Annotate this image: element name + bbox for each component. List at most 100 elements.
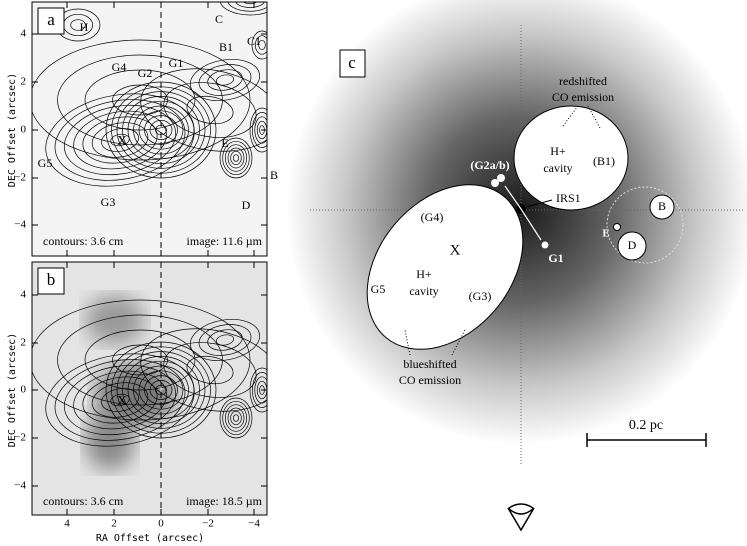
contour — [63, 105, 177, 175]
panel-label: c — [348, 53, 356, 72]
contour — [198, 64, 252, 96]
contour — [249, 107, 267, 153]
contour — [149, 120, 173, 140]
label: CO emission — [552, 90, 614, 104]
contour — [190, 319, 260, 361]
contour — [63, 365, 177, 435]
annotation: B1 — [219, 40, 233, 54]
annotation: C — [215, 12, 223, 26]
contour — [222, 400, 250, 436]
note: image: 11.6 µm — [187, 234, 263, 248]
contour — [45, 93, 195, 187]
y-tick-label: −4 — [14, 219, 26, 231]
annotation: G4 — [112, 60, 127, 74]
x-tick-label: 2 — [111, 518, 117, 530]
contour — [230, 150, 242, 166]
image-b — [85, 295, 175, 470]
contour — [82, 376, 158, 424]
label: cavity — [543, 161, 572, 175]
y-tick-label: −4 — [14, 480, 26, 492]
axis-ticks: 4 2 0 −2 −4 4 2 0 −2 −4 4 2 0 −2 −4 — [14, 2, 267, 530]
contour — [70, 19, 86, 31]
x-tick-label: −2 — [202, 518, 214, 530]
x-tick-label: 4 — [64, 518, 70, 530]
x-label: RA Offset (arcsec) — [96, 533, 204, 544]
y-tick-label: 4 — [21, 28, 27, 40]
label: (G4) — [421, 210, 444, 224]
contours-b — [32, 299, 267, 447]
contour — [54, 99, 186, 181]
annotation: C1 — [247, 34, 261, 48]
contour — [149, 380, 173, 400]
contour — [224, 404, 248, 432]
y-tick-label: 0 — [21, 124, 27, 136]
contour — [215, 334, 235, 346]
note: image: 18.5 µm — [186, 494, 263, 508]
label: E — [602, 228, 609, 240]
label: (G3) — [469, 289, 492, 303]
lower-cavity — [366, 184, 524, 350]
contour — [252, 112, 267, 148]
contour — [112, 344, 168, 376]
y-label: DEC Offset (arcsec) — [7, 73, 18, 187]
annotations: H C C1 B1 G4 G2 G1 X E G5 G3 D B — [38, 12, 278, 212]
annotation: G5 — [38, 156, 53, 170]
contour — [227, 407, 245, 429]
label: IRS1 — [556, 191, 581, 205]
label: redshifted — [559, 74, 607, 88]
y-tick-label: 2 — [21, 337, 27, 349]
contour — [222, 140, 250, 176]
note: contours: 3.6 cm — [43, 234, 124, 248]
contour — [116, 351, 206, 429]
y-tick-label: 2 — [21, 76, 27, 88]
label: X — [450, 242, 461, 258]
contour — [258, 39, 266, 51]
annotation: G3 — [101, 195, 116, 209]
contour — [84, 69, 196, 131]
contour — [110, 133, 130, 147]
plus: + — [158, 384, 164, 396]
contour — [32, 299, 251, 421]
contour — [110, 393, 130, 407]
label: (G2a/b) — [470, 158, 509, 172]
contour — [163, 342, 257, 398]
label: cavity — [409, 284, 438, 298]
contour — [232, 154, 240, 162]
y-tick-label: −2 — [14, 432, 26, 444]
label: G5 — [371, 282, 386, 296]
contour — [101, 388, 139, 412]
contour — [91, 122, 149, 158]
contour — [232, 414, 240, 422]
annotation: B — [270, 168, 278, 182]
contour — [215, 74, 235, 86]
y-tick-label: 4 — [21, 289, 27, 301]
label: H+ — [416, 267, 432, 281]
contour — [219, 397, 253, 439]
contour — [54, 359, 186, 441]
y-tick-label: 0 — [21, 384, 27, 396]
contour — [116, 91, 206, 169]
annotation: D — [242, 198, 251, 212]
contour — [243, 2, 257, 5]
contour — [186, 355, 234, 385]
contour — [163, 82, 257, 138]
contour — [101, 128, 139, 152]
annotation: G2 — [138, 66, 153, 80]
contour — [219, 137, 253, 179]
label: CO emission — [399, 373, 461, 387]
annotation: H — [80, 20, 89, 34]
contour — [227, 147, 245, 169]
label: blueshifted — [403, 357, 456, 371]
plus: + — [158, 124, 164, 136]
contour — [45, 353, 195, 447]
annotation: E — [221, 136, 228, 150]
annotation: X — [117, 134, 127, 149]
label: H+ — [550, 144, 566, 158]
note: contours: 3.6 cm — [43, 494, 124, 508]
contour — [198, 324, 252, 356]
x-tick-label: −4 — [248, 518, 260, 530]
label: G1 — [548, 251, 563, 265]
contour — [235, 2, 265, 8]
y-label: DEC Offset (arcsec) — [7, 333, 18, 447]
label: B — [658, 199, 666, 213]
